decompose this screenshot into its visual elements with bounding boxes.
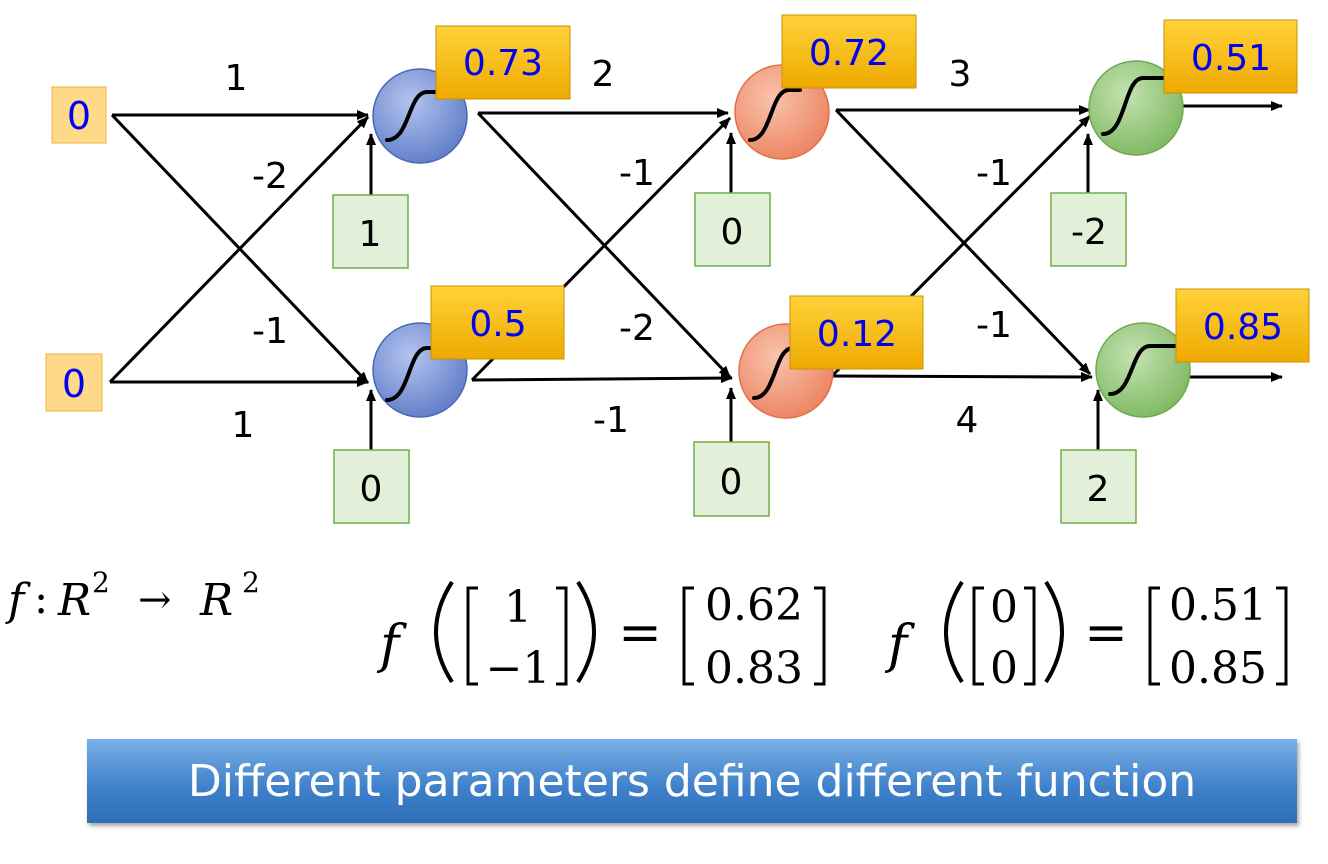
sigmoid-icon: [385, 90, 452, 142]
ex1-input-1: −1: [486, 643, 551, 694]
ex2-output-0: 0.51: [1169, 580, 1267, 631]
output-values: 0.73 0.5 0.72 0.12 0.51 0.85: [430, 14, 1310, 370]
output-value: 0.73: [463, 43, 543, 84]
weight-label: 4: [956, 400, 979, 441]
connections-layer3: [830, 101, 1283, 450]
ex1-out-bracket-left: [682, 586, 694, 686]
neuron-l3-2: [1095, 322, 1191, 418]
output-box: [1175, 288, 1310, 363]
output-box: [789, 295, 924, 370]
edge-in2-n1: [108, 115, 370, 384]
input-box: [51, 86, 107, 144]
weight-labels: 1 -2 -1 1 2 -1 -2 -1 3 -1 -1 4: [225, 54, 1012, 446]
weight-label: -1: [619, 153, 655, 194]
bias-box: [332, 194, 409, 269]
input-value: 0: [62, 362, 86, 406]
input-box: [45, 353, 103, 412]
caption-banner: Different parameters define different fu…: [87, 739, 1297, 823]
sig-codomain: R: [199, 575, 233, 626]
output-box: [435, 25, 571, 100]
ex2-input-0: 0: [990, 582, 1018, 633]
weight-label: -1: [976, 305, 1012, 346]
bias-box: [333, 449, 410, 524]
connections-layer1: [108, 110, 376, 450]
connections-layer2: [470, 108, 736, 442]
edge-n2-n4: [471, 373, 733, 384]
bias-nodes: 1 0 0 0 -2 2: [332, 192, 1137, 524]
ex2-paren-left: [944, 580, 964, 684]
bias-value: 0: [720, 462, 743, 503]
output-box: [1163, 19, 1298, 94]
ex1-out-bracket-right: [814, 586, 826, 686]
bias-box: [1050, 192, 1127, 267]
ex2-f: f: [884, 615, 915, 675]
bias-value: 2: [1087, 469, 1110, 510]
bias-value: 1: [359, 214, 382, 255]
output-value: 0.12: [817, 314, 897, 355]
caption-text: Different parameters define different fu…: [187, 755, 1197, 807]
weight-label: -2: [619, 308, 655, 349]
sig-domain: R: [57, 575, 91, 626]
weight-label: 1: [232, 405, 255, 446]
weight-label: -1: [593, 400, 629, 441]
ex1-f: f: [376, 615, 407, 675]
sig-f: f: [5, 575, 31, 626]
ex2-input-1: 0: [990, 643, 1018, 694]
function-signature: f : R 2 → R 2: [5, 566, 260, 626]
ex1-output-0: 0.62: [705, 580, 803, 631]
edge-n4-n6: [831, 371, 1093, 382]
ex1-input-0: 1: [504, 582, 532, 633]
ex2-bracket-right: [1024, 586, 1036, 686]
ex2-bracket-left: [972, 586, 984, 686]
output-box: [430, 285, 565, 360]
weight-label: 1: [225, 58, 248, 99]
sig-codomain-exp: 2: [242, 566, 260, 599]
ex1-paren-right: [576, 580, 596, 684]
ex1-paren-left: [434, 580, 454, 684]
sigmoid-icon: [385, 346, 442, 402]
input-value: 0: [67, 94, 91, 138]
output-box: [781, 14, 917, 89]
sigmoid-icon: [1101, 76, 1172, 136]
output-value: 0.85: [1203, 307, 1283, 348]
neuron-l3-1: [1088, 60, 1184, 156]
ex1-output-1: 0.83: [705, 643, 803, 694]
bias-box: [694, 192, 771, 267]
ex2-output-1: 0.85: [1169, 643, 1267, 694]
ex2-paren-right: [1044, 580, 1064, 684]
bias-value: -2: [1071, 212, 1107, 253]
weight-label: -1: [252, 311, 288, 352]
sig-arrow: →: [138, 577, 172, 623]
output-value: 0.72: [809, 33, 889, 74]
ex1-equals: =: [618, 603, 662, 663]
ex2-out-bracket-left: [1148, 586, 1160, 686]
ex1-bracket-left: [466, 586, 478, 686]
output-value: 0.51: [1191, 38, 1271, 79]
bias-box: [693, 441, 770, 517]
output-value: 0.5: [469, 304, 526, 345]
bias-value: 0: [721, 212, 744, 253]
input-nodes: 0 0: [45, 86, 107, 412]
weight-label: -1: [976, 153, 1012, 194]
weight-label: -2: [252, 156, 288, 197]
formula-example-2: f 0 0 = 0.51 0.85: [884, 580, 1288, 694]
ex2-equals: =: [1084, 603, 1128, 663]
formula-example-1: f 1 −1 = 0.62 0.83: [376, 580, 826, 694]
bias-value: 0: [360, 469, 383, 510]
sigmoid-icon: [1108, 344, 1180, 396]
ex2-out-bracket-right: [1276, 586, 1288, 686]
weight-label: 3: [949, 54, 972, 95]
sig-domain-exp: 2: [92, 566, 110, 599]
weight-label: 2: [592, 54, 615, 95]
sigmoid-icon: [748, 88, 802, 142]
bias-box: [1060, 449, 1137, 524]
ex1-bracket-right: [556, 586, 568, 686]
sig-colon: :: [34, 574, 48, 623]
